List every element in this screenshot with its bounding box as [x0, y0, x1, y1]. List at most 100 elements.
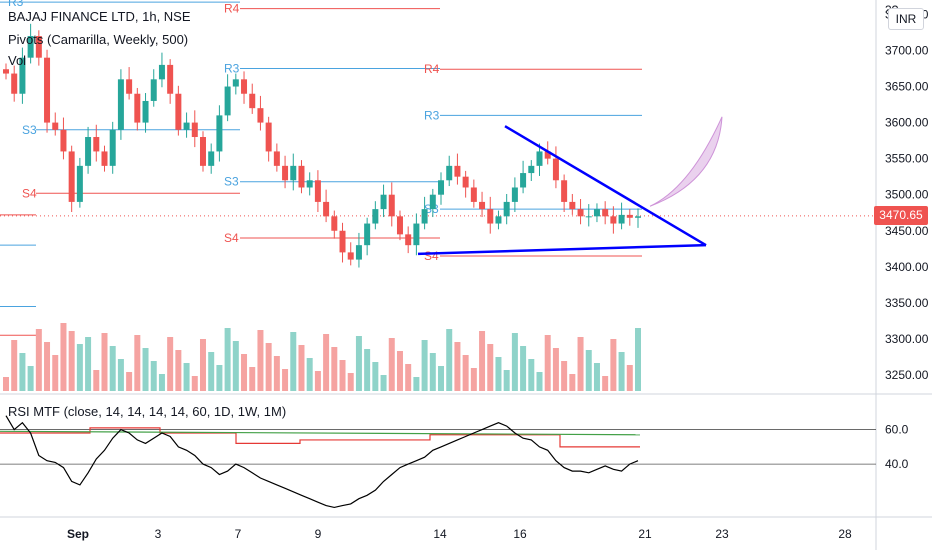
volume-bar — [536, 372, 543, 391]
time-tick-label: 3 — [155, 527, 162, 541]
candle-body — [364, 223, 371, 246]
candle-body — [536, 151, 543, 166]
pivot-label: R3 — [224, 62, 240, 76]
volume-bar — [3, 377, 9, 391]
candle-body — [585, 216, 592, 218]
volume-bar — [298, 345, 305, 391]
pivot-label: S3 — [224, 175, 239, 189]
pivot-label: S4 — [22, 186, 37, 200]
time-tick-label: 16 — [513, 527, 527, 541]
pivot-label: R3 — [8, 0, 24, 9]
volume-bar — [68, 331, 75, 391]
volume-bar — [364, 349, 371, 391]
volume-bar — [93, 370, 100, 391]
volume-bar — [76, 344, 83, 391]
volume-bar — [126, 372, 133, 391]
candle-body — [3, 69, 9, 74]
candle-body — [413, 223, 420, 246]
currency-button[interactable]: INR — [888, 8, 924, 30]
volume-bar — [134, 335, 141, 391]
candle-body — [462, 176, 469, 188]
candle-body — [347, 252, 354, 260]
time-tick-label: 9 — [315, 527, 322, 541]
candle-body — [60, 129, 67, 152]
candle-body — [257, 108, 264, 123]
candle-body — [76, 165, 83, 202]
candle-body — [618, 214, 625, 224]
volume-bar — [446, 329, 453, 391]
candle-body — [52, 122, 59, 130]
volume-bar — [618, 352, 625, 391]
volume-bar — [602, 376, 609, 391]
volume-bar — [282, 369, 289, 391]
candle-body — [93, 137, 100, 152]
candle-body — [290, 165, 297, 181]
volume-bar — [257, 330, 264, 391]
volume-bar — [413, 377, 420, 391]
candle-body — [241, 79, 248, 94]
volume-bar — [544, 335, 551, 391]
volume-bar — [339, 360, 346, 391]
volume-bar — [158, 374, 165, 391]
candle-body — [191, 122, 198, 138]
volume-bar — [405, 364, 412, 391]
volume-bar — [35, 329, 42, 391]
volume-bar — [306, 358, 313, 391]
candle-body — [528, 165, 535, 174]
volume-bar — [635, 328, 641, 391]
candle-body — [134, 93, 141, 123]
candle-body — [109, 129, 116, 166]
candle-body — [339, 230, 346, 253]
candle-body — [44, 57, 51, 123]
trendline-upper — [504, 125, 707, 247]
volume-bar — [429, 353, 436, 391]
candle-body — [503, 201, 510, 217]
volume-bar — [331, 347, 338, 391]
candle-body — [158, 64, 165, 80]
candle-body — [331, 216, 338, 231]
candle-body — [626, 214, 633, 218]
symbol-legend[interactable]: BAJAJ FINANCE LTD, 1h, NSE — [8, 9, 191, 24]
volume-bar — [208, 352, 215, 391]
candle-body — [314, 180, 321, 202]
pivot-label: R4 — [224, 2, 240, 16]
pivots-legend[interactable]: Pivots (Camarilla, Weekly, 500) — [8, 32, 189, 47]
price-tick-label: 3600.00 — [885, 116, 929, 130]
volume-bar — [610, 339, 617, 391]
volume-bar — [175, 350, 182, 391]
volume-bar — [388, 338, 395, 391]
volume-legend[interactable]: Vol — [8, 53, 27, 68]
volume-bar — [19, 353, 26, 391]
volume-bar — [528, 359, 535, 391]
candle-body — [199, 137, 206, 166]
volume-bar — [52, 355, 59, 391]
candle-body — [11, 73, 18, 94]
price-tick-label: 3700.00 — [885, 43, 929, 57]
candle-body — [216, 115, 223, 152]
candle-body — [19, 57, 26, 94]
volume-bar — [117, 359, 124, 391]
time-tick-label: 14 — [433, 527, 447, 541]
candle-body — [421, 209, 428, 224]
candle-body — [142, 100, 149, 123]
time-tick-label: 23 — [715, 527, 729, 541]
candle-body — [306, 180, 313, 188]
candle-body — [552, 158, 559, 181]
last-price-tag: 3470.65 — [874, 206, 928, 225]
candle-body — [273, 151, 280, 166]
candle-body — [224, 86, 231, 116]
pivot-label: S4 — [224, 231, 239, 245]
volume-bar — [191, 376, 198, 391]
rsi-mtf-line-red — [0, 427, 640, 448]
candle-body — [446, 165, 453, 181]
candle-body — [35, 36, 42, 58]
candle-body — [117, 79, 124, 130]
candle-body — [175, 93, 182, 130]
candle-body — [544, 151, 551, 159]
volume-bar — [167, 337, 174, 391]
rsi-legend[interactable]: RSI MTF (close, 14, 14, 14, 14, 60, 1D, … — [8, 404, 287, 419]
volume-bar — [11, 340, 18, 391]
price-tick-label: 3650.00 — [885, 80, 929, 94]
volume-bar — [290, 332, 297, 391]
